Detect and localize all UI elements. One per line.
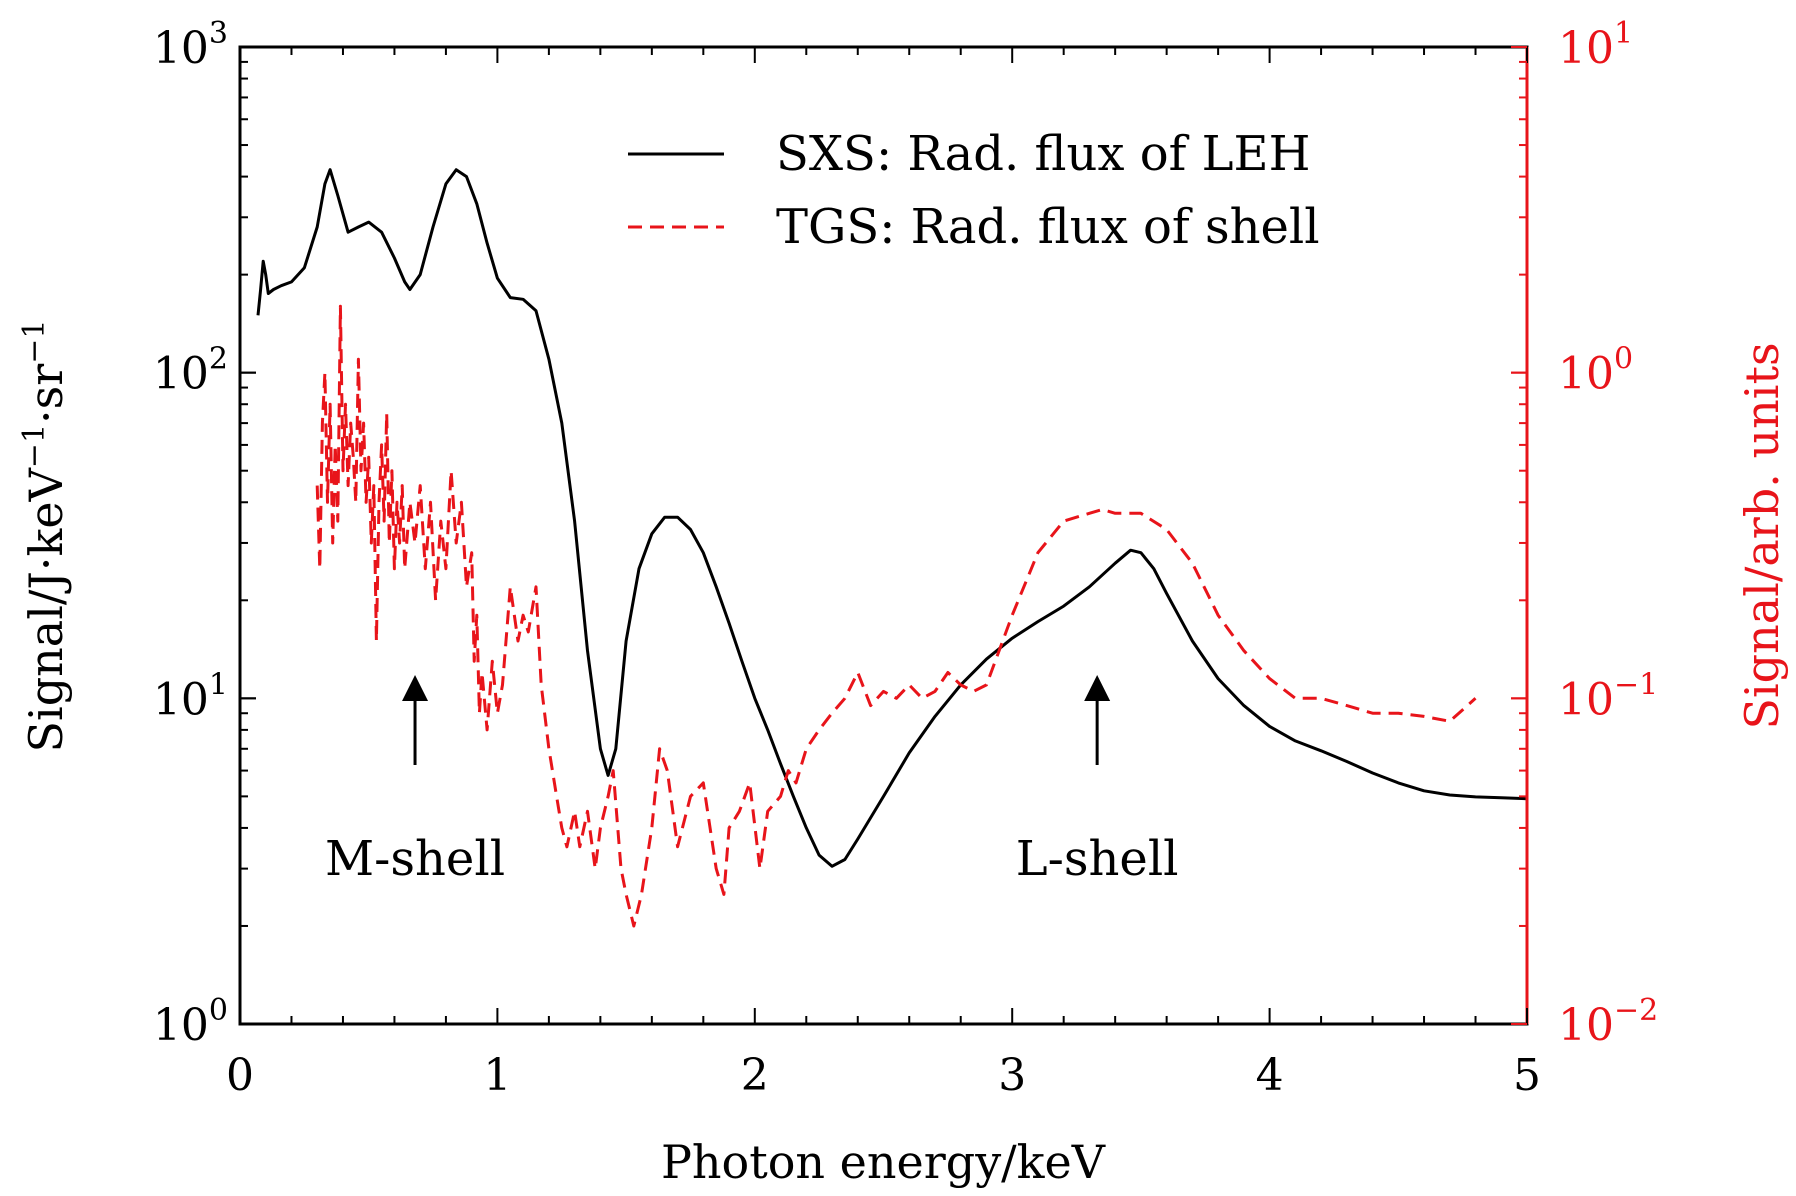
legend-label-tgs: TGS: Rad. flux of shell: [776, 199, 1320, 255]
series-layer: [256, 168, 1527, 928]
legend: SXS: Rad. flux of LEH TGS: Rad. flux of …: [628, 126, 1320, 255]
y-left-tick-label: 100: [153, 993, 228, 1051]
x-tick-label: 1: [483, 1050, 511, 1101]
y-left-tick-label: 101: [153, 667, 228, 725]
series-line-tgs: [315, 304, 1477, 928]
x-tick-label: 2: [741, 1050, 769, 1101]
annotation-m-shell: M-shell: [325, 675, 505, 887]
x-tick-label: 4: [1256, 1050, 1284, 1101]
annotation-arrow-head: [402, 675, 429, 701]
legend-label-sxs: SXS: Rad. flux of LEH: [776, 126, 1310, 182]
y-axis-left-label: Signal/J·keV−1·sr−1: [17, 320, 73, 753]
annotations: M-shell L-shell: [325, 675, 1179, 887]
tick-labels: 0 1 2 3 4 5 100 101 102 103 10−2 10−1 100 101: [153, 16, 1658, 1101]
y-right-tick-label: 10−1: [1558, 667, 1658, 725]
series-line-sxs: [256, 168, 1527, 868]
x-tick-label: 5: [1513, 1050, 1541, 1101]
y-right-tick-label: 10−2: [1558, 993, 1658, 1051]
y-right-tick-label: 100: [1558, 342, 1633, 400]
y-left-tick-label: 102: [153, 342, 228, 400]
y-axis-right-label: Signal/arb. units: [1735, 342, 1789, 729]
y-left-tick-label: 103: [153, 16, 228, 74]
x-tick-label: 3: [998, 1050, 1026, 1101]
ticks-layer: [239, 46, 1528, 1025]
x-axis-label: Photon energy/keV: [661, 1135, 1106, 1189]
annotation-label: M-shell: [325, 831, 505, 887]
annotation-l-shell: L-shell: [1016, 675, 1179, 887]
annotation-label: L-shell: [1016, 831, 1179, 887]
annotation-arrow-head: [1084, 675, 1111, 701]
y-right-tick-label: 101: [1558, 16, 1633, 74]
x-tick-label: 0: [226, 1050, 254, 1101]
